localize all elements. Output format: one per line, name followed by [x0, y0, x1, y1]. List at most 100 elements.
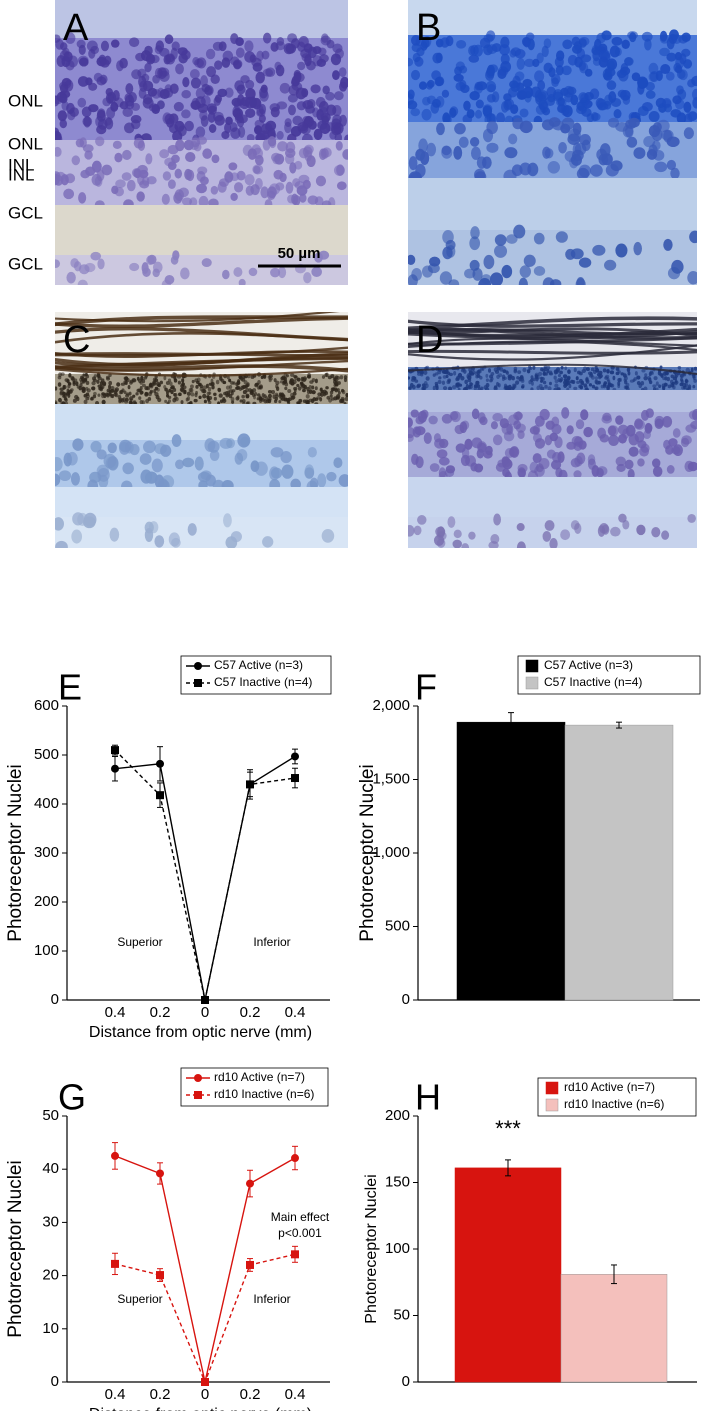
nucleus	[527, 162, 539, 177]
nucleus	[415, 148, 426, 161]
nucleus	[85, 77, 93, 86]
nucleus	[311, 390, 316, 395]
nucleus	[67, 109, 76, 121]
nucleus	[217, 181, 227, 193]
nucleus	[645, 90, 656, 99]
nucleus	[62, 394, 66, 398]
nucleus	[189, 387, 194, 393]
nucleus	[303, 384, 307, 390]
nucleus	[338, 67, 347, 78]
nucleus	[606, 58, 618, 71]
nucleus	[238, 278, 246, 285]
nucleus	[177, 47, 188, 56]
nucleus	[624, 459, 634, 470]
nucleus	[483, 254, 495, 270]
nucleus	[114, 152, 123, 163]
nucleus	[517, 467, 526, 478]
nucleus	[434, 381, 439, 386]
nucleus	[84, 262, 96, 273]
nucleus	[125, 392, 130, 396]
nucleus	[284, 386, 288, 391]
nucleus	[558, 141, 567, 154]
nucleus	[62, 384, 67, 390]
nucleus	[555, 65, 564, 76]
nucleus	[494, 234, 507, 246]
nucleus	[259, 396, 263, 401]
y-tick-label: 1,500	[372, 770, 410, 787]
nucleus	[670, 379, 674, 385]
nucleus	[441, 145, 453, 159]
nucleus	[276, 386, 280, 391]
nucleus	[547, 386, 552, 391]
nucleus	[550, 459, 562, 470]
nucleus	[219, 399, 224, 404]
nucleus	[313, 128, 323, 141]
nucleus	[684, 378, 688, 384]
nucleus	[454, 122, 466, 135]
nucleus	[277, 141, 288, 152]
nucleus	[556, 387, 561, 391]
nucleus	[615, 415, 624, 425]
nucleus	[159, 380, 163, 385]
nucleus	[425, 383, 429, 389]
nucleus	[63, 188, 75, 200]
nucleus	[166, 390, 169, 396]
marker	[156, 759, 164, 768]
nucleus	[219, 377, 223, 382]
nucleus	[562, 39, 573, 50]
nucleus	[201, 388, 206, 394]
nucleus	[173, 396, 178, 401]
nucleus	[642, 102, 653, 112]
nucleus	[164, 34, 174, 45]
nucleus	[408, 417, 413, 428]
nucleus	[129, 262, 140, 272]
nucleus	[615, 456, 626, 467]
nucleus	[651, 526, 661, 538]
nucleus	[279, 172, 287, 183]
nucleus	[288, 104, 296, 116]
nucleus	[461, 543, 470, 548]
nucleus	[557, 374, 561, 378]
legend-marker	[194, 662, 202, 670]
nucleus	[456, 382, 461, 387]
nucleus	[435, 95, 445, 108]
nucleus	[194, 456, 204, 471]
nucleus	[562, 105, 573, 118]
series-line	[114, 1253, 296, 1384]
nucleus	[285, 148, 296, 158]
nucleus	[96, 379, 100, 384]
nucleus	[414, 379, 419, 383]
nucleus	[545, 420, 555, 430]
annotation: Inferior	[253, 1292, 290, 1306]
nucleus	[183, 389, 187, 395]
nucleus	[339, 399, 343, 404]
nucleus	[252, 62, 263, 72]
nucleus	[236, 84, 246, 95]
nucleus	[544, 435, 553, 446]
nucleus	[594, 376, 599, 381]
x-axis-label: Distance from optic nerve (mm)	[89, 1406, 312, 1411]
nucleus	[167, 179, 176, 190]
nucleus	[71, 155, 81, 166]
nucleus	[553, 375, 557, 380]
nucleus	[106, 388, 111, 393]
nucleus	[139, 386, 143, 391]
nucleus	[532, 424, 541, 435]
nucleus	[624, 57, 634, 66]
nucleus	[564, 150, 577, 162]
nucleus	[311, 266, 322, 277]
nucleus	[173, 192, 183, 204]
nucleus	[77, 55, 89, 66]
nucleus	[196, 171, 206, 182]
nucleus	[685, 367, 690, 373]
nucleus	[118, 398, 122, 404]
nucleus	[410, 108, 421, 117]
series-line	[114, 749, 296, 1001]
nucleus	[540, 379, 544, 383]
nucleus	[495, 112, 505, 125]
nucleus	[542, 380, 547, 385]
nucleus	[673, 444, 683, 457]
nucleus	[151, 88, 162, 99]
pigment-streak	[55, 352, 348, 357]
nucleus	[442, 386, 448, 391]
